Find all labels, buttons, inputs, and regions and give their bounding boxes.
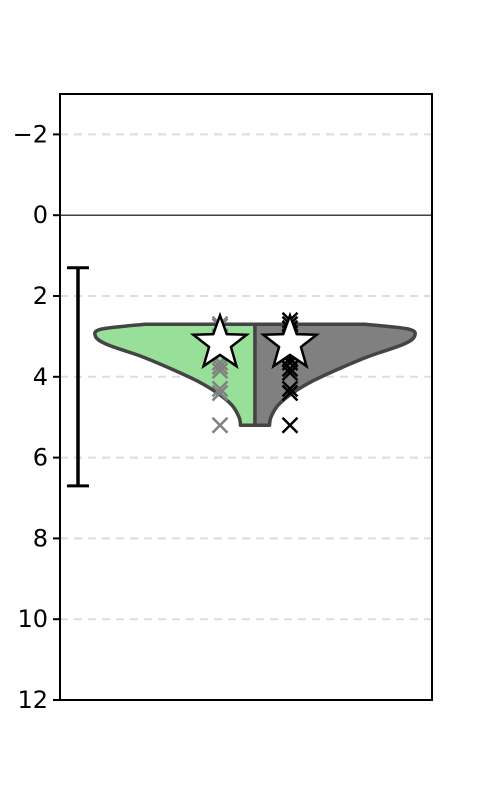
data-point-stroke xyxy=(211,362,229,380)
error-bar xyxy=(67,266,89,488)
data-point-left-7 xyxy=(211,362,229,380)
data-point-right-8 xyxy=(281,364,299,382)
y-tick-label-0: 0 xyxy=(33,201,48,229)
mean-star-left xyxy=(189,311,251,370)
y-tick-label-8: 8 xyxy=(33,524,48,552)
data-point-stroke xyxy=(281,380,299,398)
data-point-right-10 xyxy=(281,384,299,402)
data-point-stroke xyxy=(281,360,299,378)
data-point-left-8 xyxy=(211,380,229,398)
y-tick-label-2: 2 xyxy=(33,282,48,310)
data-point-stroke xyxy=(211,358,229,376)
mean-star-right xyxy=(259,311,321,370)
data-point-stroke xyxy=(281,416,299,434)
y-tick-label-12: 12 xyxy=(17,686,48,714)
y-tick-label-10: 10 xyxy=(17,605,48,633)
data-point-stroke xyxy=(281,364,299,382)
data-point-left-9 xyxy=(211,384,229,402)
violin xyxy=(93,322,417,428)
data-point-stroke xyxy=(211,380,229,398)
y-tick-label-6: 6 xyxy=(33,444,48,472)
data-point-right-9 xyxy=(281,380,299,398)
data-point-stroke xyxy=(281,384,299,402)
y-tick-label--2: −2 xyxy=(13,120,48,148)
data-point-stroke xyxy=(211,384,229,402)
data-point-left-10 xyxy=(211,416,229,434)
mean-markers xyxy=(189,311,321,370)
data-point-right-7 xyxy=(281,360,299,378)
y-tick-label-4: 4 xyxy=(33,363,48,391)
data-point-stroke xyxy=(211,416,229,434)
plot-frame xyxy=(59,93,433,701)
data-point-left-6 xyxy=(211,358,229,376)
data-point-right-11 xyxy=(281,416,299,434)
y-axis: −2 0 2 4 6 8 10 12 xyxy=(13,120,60,714)
